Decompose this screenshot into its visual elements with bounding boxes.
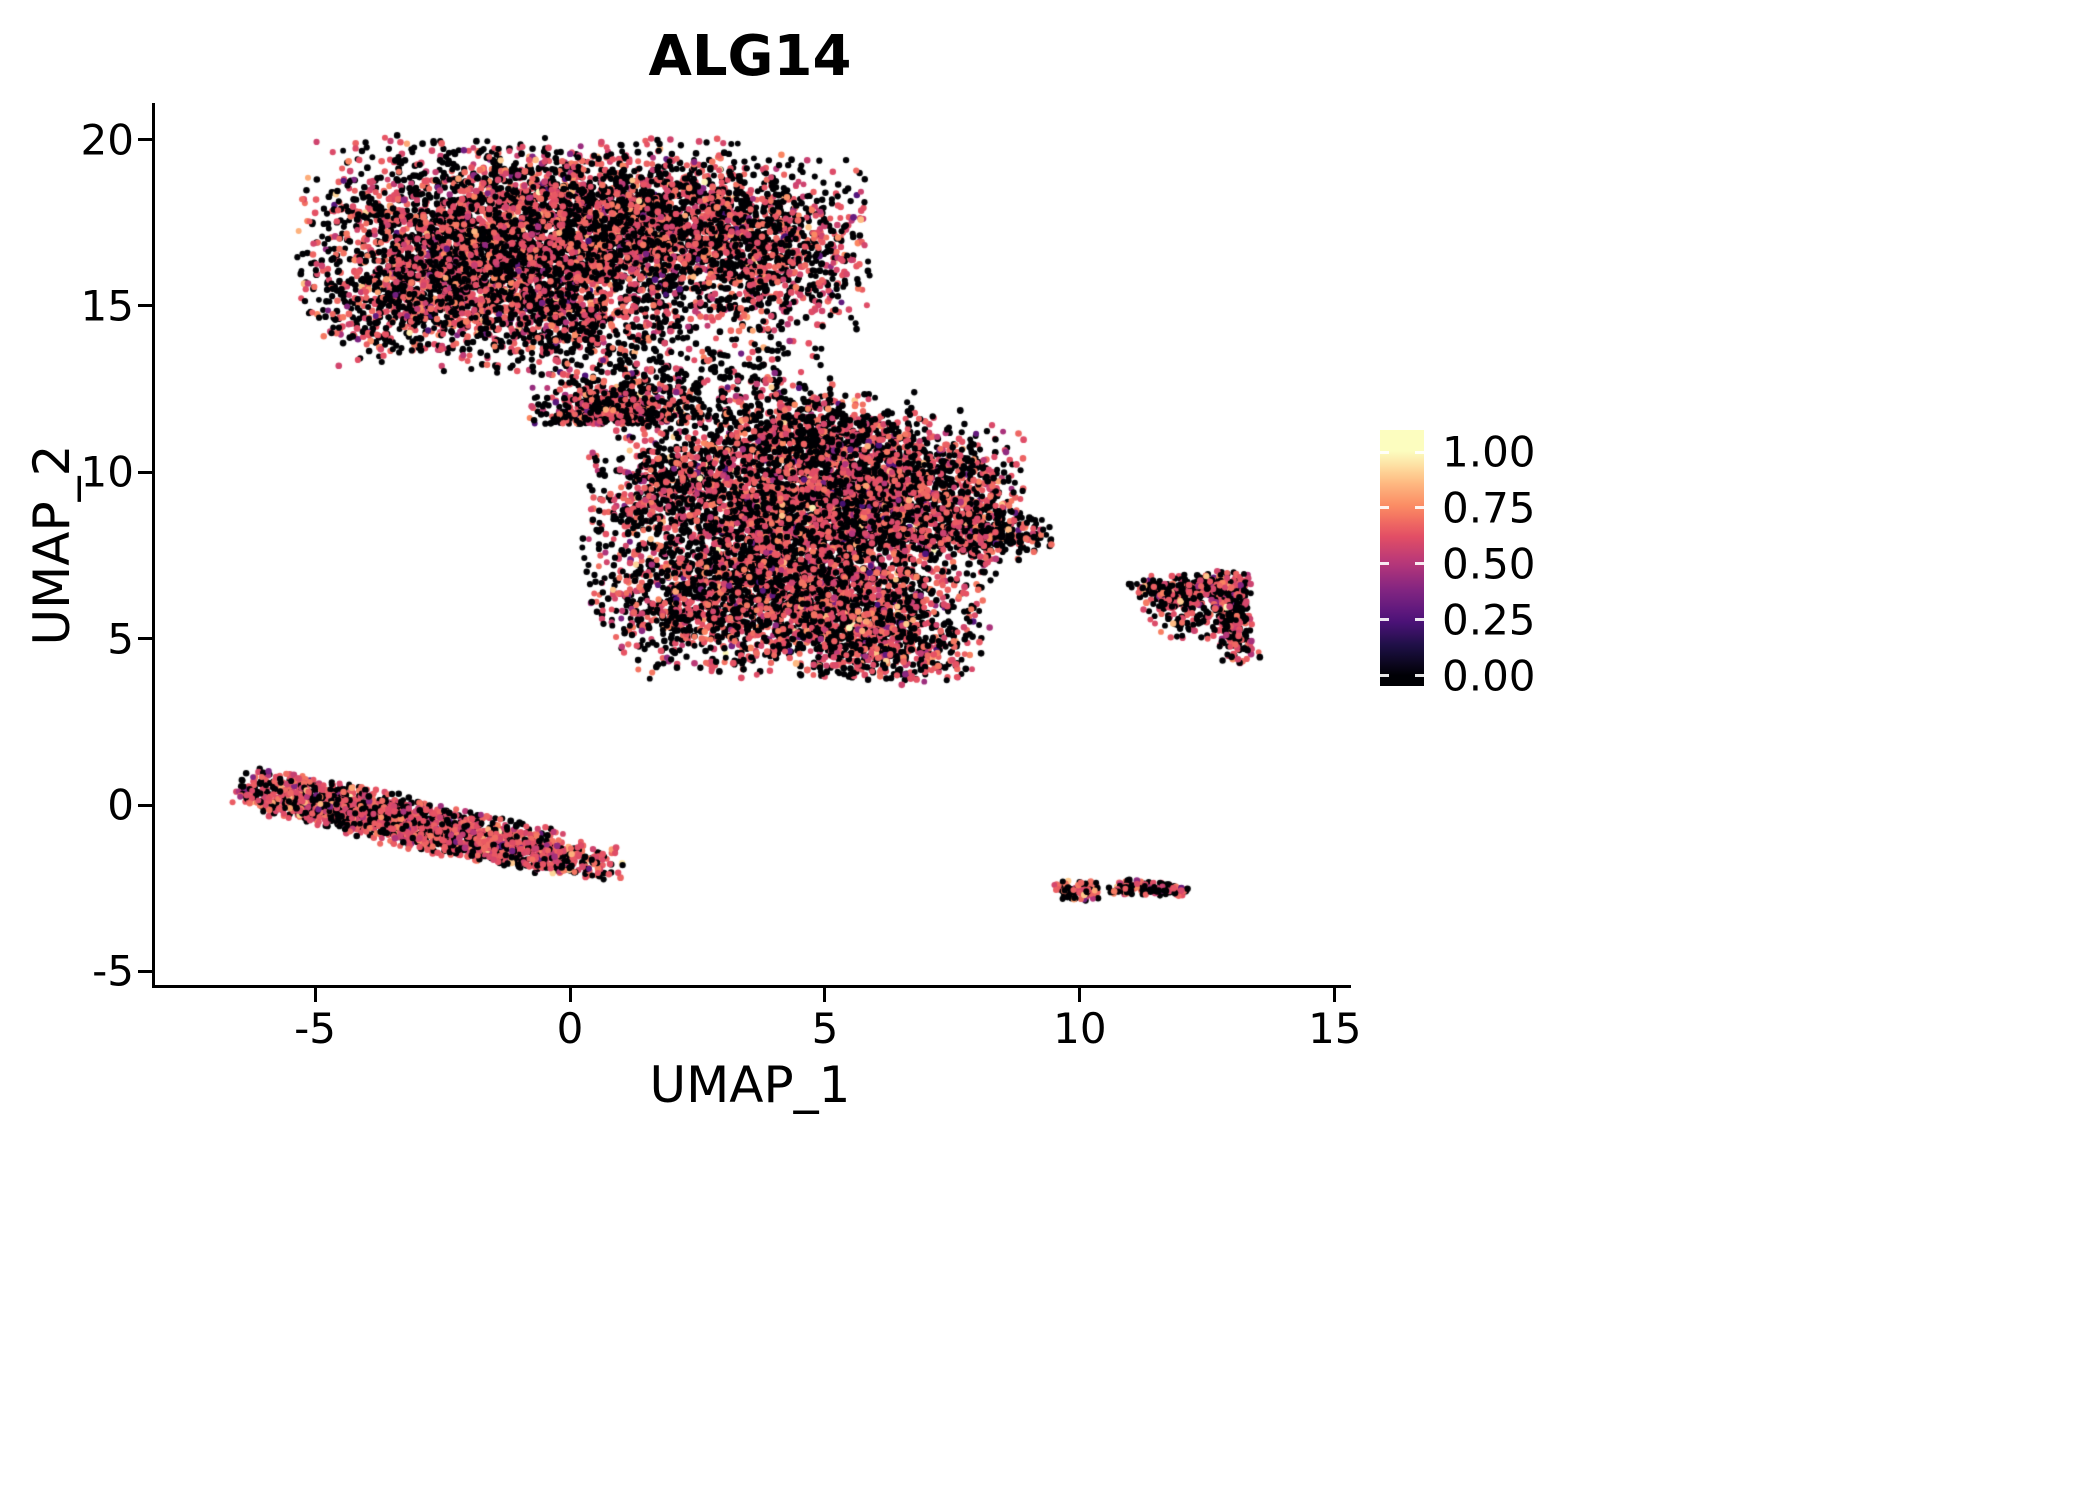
colorbar-tick <box>1415 506 1424 510</box>
y-axis-tick <box>138 138 152 142</box>
x-tick-label: 0 <box>556 1004 584 1053</box>
y-axis-tick <box>138 803 152 807</box>
y-tick-label: 10 <box>80 447 134 497</box>
x-tick-label: 10 <box>1053 1004 1107 1053</box>
colorbar-tick <box>1415 450 1424 454</box>
y-axis-tick <box>138 304 152 308</box>
y-axis-line <box>152 103 155 988</box>
colorbar-tick <box>1415 674 1424 678</box>
y-axis-tick <box>138 470 152 474</box>
colorbar-tick <box>1415 618 1424 622</box>
colorbar-tick <box>1380 562 1389 566</box>
x-axis-tick <box>823 988 827 1002</box>
x-axis-title: UMAP_1 <box>649 1056 851 1114</box>
x-axis-tick <box>1078 988 1082 1002</box>
x-axis-tick <box>1333 988 1337 1002</box>
x-axis-tick <box>568 988 572 1002</box>
colorbar-label: 0.50 <box>1442 539 1536 589</box>
scatter-points-canvas <box>155 105 1345 985</box>
colorbar-label: 0.25 <box>1442 595 1536 645</box>
colorbar-tick <box>1380 618 1389 622</box>
x-tick-label: 5 <box>811 1004 839 1053</box>
colorbar-tick <box>1380 450 1389 454</box>
x-axis-line <box>152 985 1351 988</box>
y-axis-tick <box>138 637 152 641</box>
x-tick-label: -5 <box>294 1004 337 1053</box>
colorbar-label: 1.00 <box>1442 427 1536 477</box>
x-tick-label: 15 <box>1308 1004 1362 1053</box>
expression-colorbar <box>1380 430 1424 686</box>
colorbar-tick <box>1380 506 1389 510</box>
y-axis-tick <box>138 969 152 973</box>
y-tick-label: 0 <box>107 780 134 830</box>
y-tick-label: 20 <box>80 115 134 165</box>
colorbar-label: 0.00 <box>1442 651 1536 701</box>
plot-title: ALG14 <box>648 24 852 89</box>
y-tick-label: 5 <box>107 614 134 664</box>
colorbar-tick <box>1415 562 1424 566</box>
y-tick-label: 15 <box>80 281 134 331</box>
y-tick-label: -5 <box>92 946 134 996</box>
x-axis-tick <box>313 988 317 1002</box>
colorbar-tick <box>1380 674 1389 678</box>
colorbar-label: 0.75 <box>1442 483 1536 533</box>
